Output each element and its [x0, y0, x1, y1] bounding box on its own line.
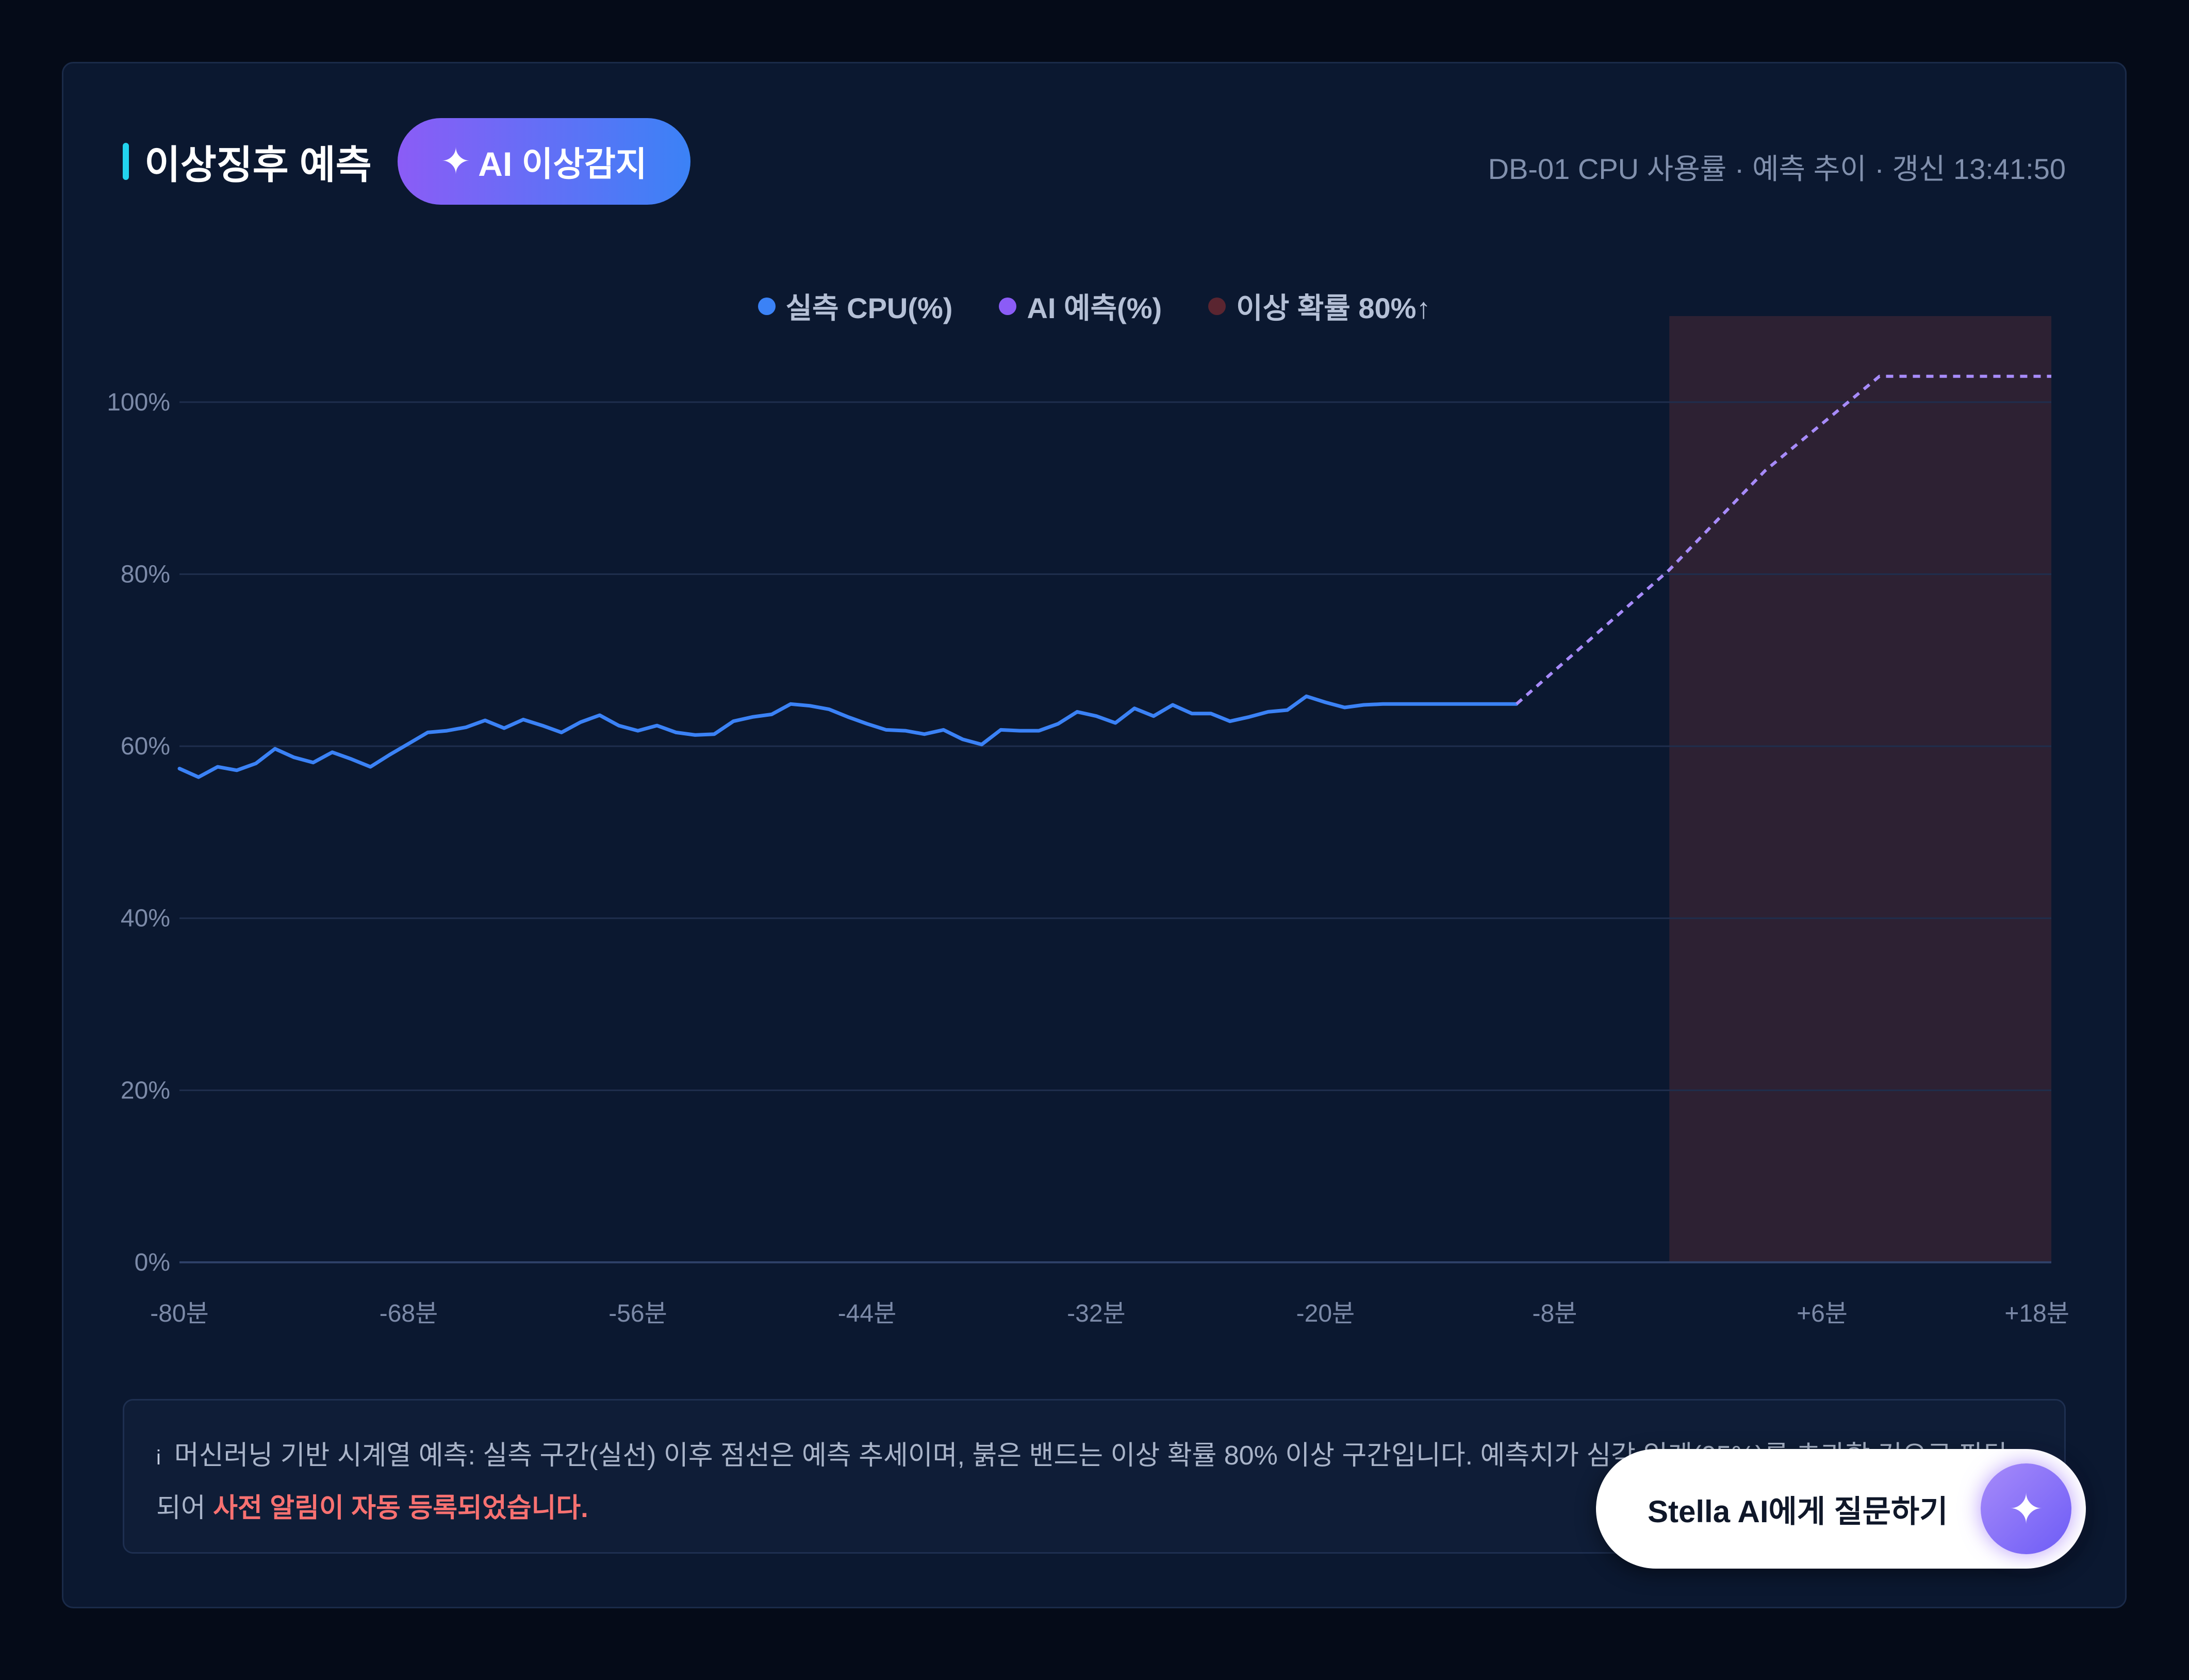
y-tick-label: 20% — [121, 1077, 170, 1104]
y-tick-label: 40% — [121, 905, 170, 932]
x-tick-label: -32분 — [1067, 1300, 1126, 1327]
anomaly-card: 이상징후 예측 ✦ AI 이상감지 DB-01 CPU 사용률 · 예측 추이 … — [62, 62, 2127, 1608]
x-tick-label: -56분 — [608, 1300, 667, 1327]
x-tick-label: -8분 — [1533, 1300, 1577, 1327]
legend-label-actual: 실측 CPU(%) — [785, 292, 953, 324]
y-tick-label: 80% — [121, 561, 170, 588]
legend-label-forecast: AI 예측(%) — [1027, 292, 1162, 324]
x-tick-label: +6분 — [1797, 1300, 1848, 1327]
ai-anomaly-label: AI 이상감지 — [478, 145, 647, 183]
legend-item-forecast[interactable]: AI 예측(%) — [999, 285, 1162, 327]
x-tick-label: -20분 — [1296, 1300, 1355, 1327]
legend-item-anomaly-band[interactable]: 이상 확률 80%↑ — [1208, 285, 1430, 327]
anomaly-band — [1669, 316, 2051, 1262]
sparkle-icon[interactable]: ✦ — [1981, 1463, 2071, 1554]
note-alert-text: 사전 알림이 자동 등록되었습니다. — [213, 1493, 588, 1523]
chart-legend: 실측 CPU(%) AI 예측(%) 이상 확률 80%↑ — [63, 285, 2125, 327]
card-header: 이상징후 예측 ✦ AI 이상감지 — [123, 118, 690, 205]
actual-cpu-line — [177, 694, 1519, 779]
legend-label-anomaly: 이상 확률 80%↑ — [1236, 292, 1431, 324]
y-tick-label: 0% — [135, 1249, 170, 1276]
legend-dot-forecast — [999, 297, 1017, 315]
sparkle-icon: ✦ — [440, 141, 471, 182]
legend-item-actual[interactable]: 실측 CPU(%) — [758, 285, 953, 327]
x-tick-label: +18분 — [2004, 1300, 2069, 1327]
info-icon: i — [156, 1446, 161, 1469]
y-tick-label: 100% — [107, 389, 170, 416]
legend-dot-anomaly — [1208, 297, 1226, 315]
card-title: 이상징후 예측 — [144, 143, 372, 187]
x-tick-label: -80분 — [150, 1300, 209, 1327]
forecast-line — [1515, 374, 2051, 705]
ask-stella-ai-button[interactable]: Stella AI에게 질문하기 ✦ — [1596, 1449, 2086, 1569]
x-tick-label: -44분 — [838, 1300, 897, 1327]
cpu-forecast-chart: 0% 20% 40% 60% 80% 100% -80분 -68분 -56분 -44분 -32분 -2… — [107, 316, 2069, 1327]
ask-stella-ai-label: Stella AI에게 질문하기 — [1648, 1494, 1948, 1529]
legend-dot-actual — [758, 297, 776, 315]
chart-subtitle: DB-01 CPU 사용률 · 예측 추이 · 갱신 13:41:50 — [1488, 153, 2066, 185]
x-tick-label: -68분 — [380, 1300, 438, 1327]
ai-anomaly-badge[interactable]: ✦ AI 이상감지 — [397, 118, 690, 205]
title-accent-bar — [123, 143, 129, 180]
y-tick-label: 60% — [121, 733, 170, 760]
